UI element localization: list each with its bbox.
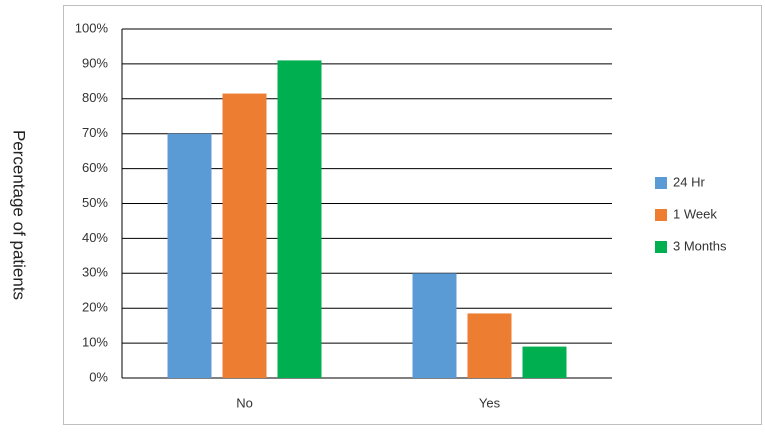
y-tick-label: 80% xyxy=(82,90,108,105)
legend-swatch xyxy=(655,241,667,253)
y-tick-label: 10% xyxy=(82,335,108,350)
x-tick-label: No xyxy=(236,395,253,410)
y-tick-label: 20% xyxy=(82,300,108,315)
bar xyxy=(222,93,267,378)
x-tick-label: Yes xyxy=(479,395,501,410)
legend-swatch xyxy=(655,177,667,189)
bar xyxy=(522,346,567,378)
bar xyxy=(277,60,322,378)
y-tick-label: 70% xyxy=(82,125,108,140)
y-tick-label: 30% xyxy=(82,265,108,280)
y-tick-label: 90% xyxy=(82,55,108,70)
y-tick-label: 40% xyxy=(82,230,108,245)
y-tick-label: 60% xyxy=(82,160,108,175)
bar xyxy=(467,313,512,378)
legend-swatch xyxy=(655,209,667,221)
y-tick-label: 50% xyxy=(82,195,108,210)
bar xyxy=(412,273,457,378)
legend-label: 1 Week xyxy=(673,206,717,221)
y-tick-label: 0% xyxy=(89,369,108,384)
y-tick-label: 100% xyxy=(75,20,109,35)
bar xyxy=(167,133,212,378)
chart-border xyxy=(63,5,762,425)
legend-label: 24 Hr xyxy=(673,174,705,189)
y-axis-label: Percentage of patients xyxy=(10,130,29,300)
legend-label: 3 Months xyxy=(673,238,727,253)
